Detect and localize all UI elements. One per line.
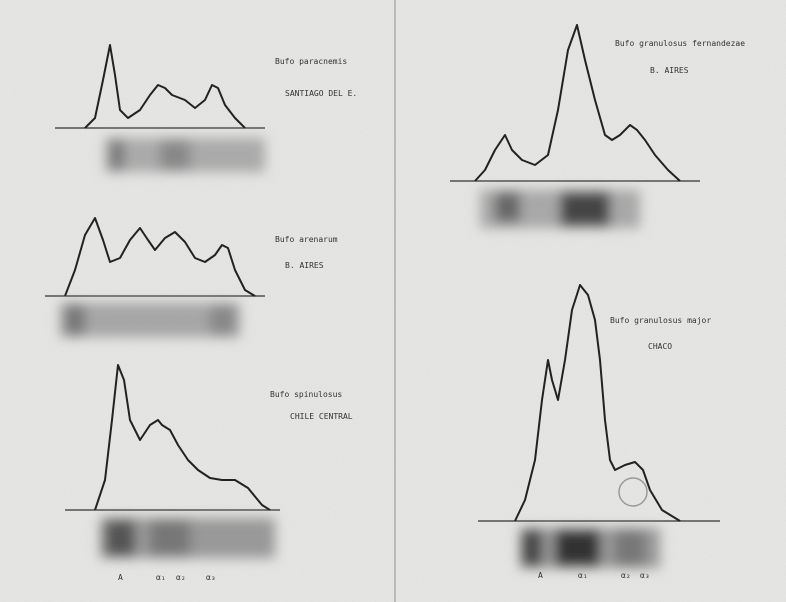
panel: Bufo spinulosus CHILE CENTRAL A α₁ α₂ α₃: [65, 364, 353, 582]
species-label: Bufo granulosus major: [610, 316, 711, 325]
gel-strip: [60, 303, 240, 337]
panel: Bufo granulosus fernandezae B. AIRES: [450, 24, 745, 228]
species-label: Bufo paracnemis: [275, 57, 347, 66]
fraction-label: α₃: [206, 573, 216, 582]
density-curve: [94, 364, 271, 511]
fraction-label: α₂: [621, 571, 631, 580]
panel: Bufo arenarum B. AIRES: [45, 217, 338, 337]
species-label: Bufo arenarum: [275, 235, 338, 244]
panel: Bufo paracnemis SANTIAGO DEL E.: [55, 44, 357, 172]
density-curve: [514, 284, 681, 522]
fraction-label: α₃: [640, 571, 650, 580]
locality-label: B. AIRES: [285, 261, 324, 270]
fraction-label: A: [538, 571, 543, 580]
panel: Bufo granulosus major CHACO A α₁ α₂ α₃: [478, 284, 720, 580]
gel-strip: [105, 138, 265, 172]
fraction-label: α₂: [176, 573, 186, 582]
locality-label: SANTIAGO DEL E.: [285, 89, 357, 98]
gel-strip: [520, 528, 660, 568]
fraction-label: α₁: [578, 571, 588, 580]
gel-strip: [100, 518, 275, 558]
gel-strip: [480, 190, 640, 228]
locality-label: CHILE CENTRAL: [290, 412, 353, 421]
fraction-label: α₁: [156, 573, 166, 582]
species-label: Bufo spinulosus: [270, 390, 342, 399]
mark-circle: [618, 477, 648, 507]
density-curve: [84, 44, 246, 129]
density-curve: [474, 24, 681, 182]
species-label: Bufo granulosus fernandezae: [615, 39, 745, 48]
locality-label: B. AIRES: [650, 66, 689, 75]
locality-label: CHACO: [648, 342, 672, 351]
fraction-label: A: [118, 573, 123, 582]
density-curve: [64, 217, 256, 297]
